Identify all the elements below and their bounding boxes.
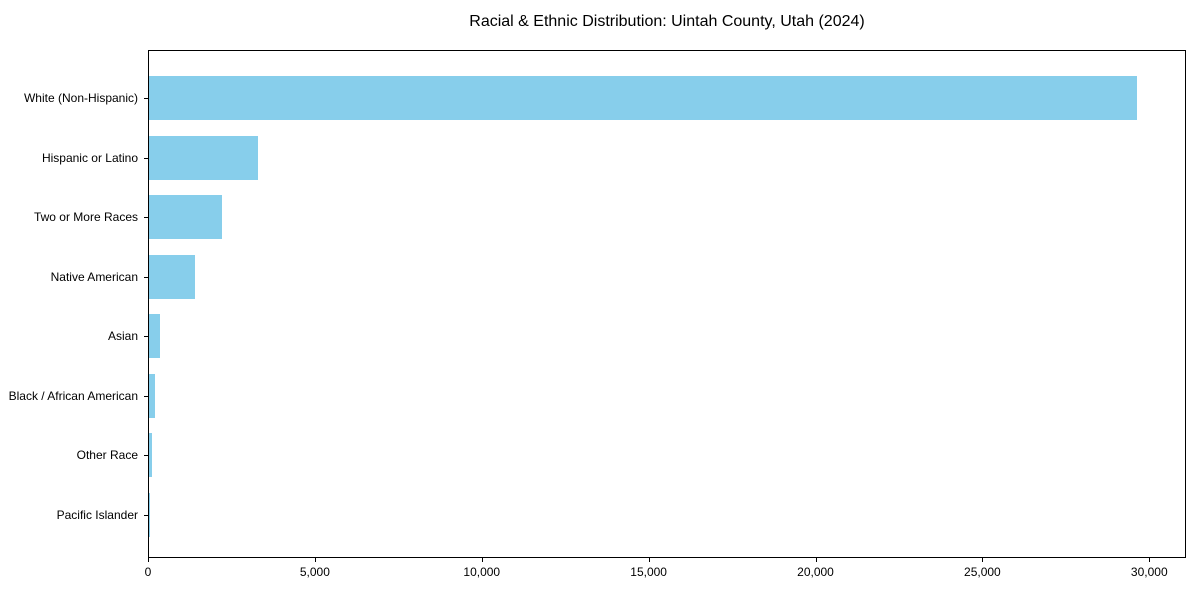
y-axis-tick bbox=[144, 514, 148, 516]
y-axis-tick bbox=[144, 276, 148, 278]
x-axis-tick bbox=[982, 558, 984, 562]
bar-native-american bbox=[149, 254, 196, 299]
y-axis-label-other-race: Other Race bbox=[76, 448, 138, 462]
y-axis-label-black-african-american: Black / African American bbox=[8, 388, 138, 403]
bar-hispanic-or-latino bbox=[149, 135, 258, 180]
x-axis-label: 5,000 bbox=[299, 565, 330, 579]
y-axis-tick bbox=[144, 217, 148, 218]
y-axis-label-asian: Asian bbox=[107, 329, 138, 343]
y-axis-tick bbox=[144, 395, 148, 397]
bar-two-or-more-races bbox=[149, 195, 222, 239]
x-axis-tick bbox=[815, 558, 817, 562]
bar-pacific-islander bbox=[149, 492, 150, 537]
y-axis-label-two-or-more-races: Two or More Races bbox=[33, 210, 138, 224]
x-axis-label: 10,000 bbox=[463, 565, 501, 579]
x-axis-label: 25,000 bbox=[964, 565, 1001, 579]
y-axis-label-hispanic-or-latino: Hispanic or Latino bbox=[41, 150, 138, 165]
x-axis-label: 30,000 bbox=[1130, 565, 1168, 579]
x-axis-label: 0 bbox=[144, 565, 152, 579]
y-axis-label-pacific-islander: Pacific Islander bbox=[56, 507, 138, 522]
x-axis-tick bbox=[1149, 558, 1151, 562]
y-axis-tick bbox=[144, 455, 148, 456]
bar-asian bbox=[149, 314, 160, 358]
y-axis-tick bbox=[144, 98, 148, 99]
x-axis-label: 20,000 bbox=[797, 565, 834, 579]
bar-white-non-hispanic bbox=[149, 76, 1137, 120]
x-axis-tick bbox=[481, 558, 483, 562]
x-axis-label: 15,000 bbox=[630, 565, 667, 579]
y-axis-label-native-american: Native American bbox=[50, 269, 138, 284]
bar-black-african-american bbox=[149, 373, 155, 418]
x-axis-tick bbox=[314, 558, 316, 562]
y-axis-tick bbox=[144, 157, 148, 159]
chart-title: Racial & Ethnic Distribution: Uintah Cou… bbox=[469, 13, 865, 30]
y-axis-label-white-non-hispanic: White (Non-Hispanic) bbox=[23, 91, 138, 105]
bar-other-race bbox=[149, 433, 152, 477]
x-axis-tick bbox=[648, 558, 650, 562]
plot-area bbox=[148, 50, 1186, 558]
y-axis-tick bbox=[144, 336, 148, 337]
x-axis-tick bbox=[148, 558, 149, 562]
